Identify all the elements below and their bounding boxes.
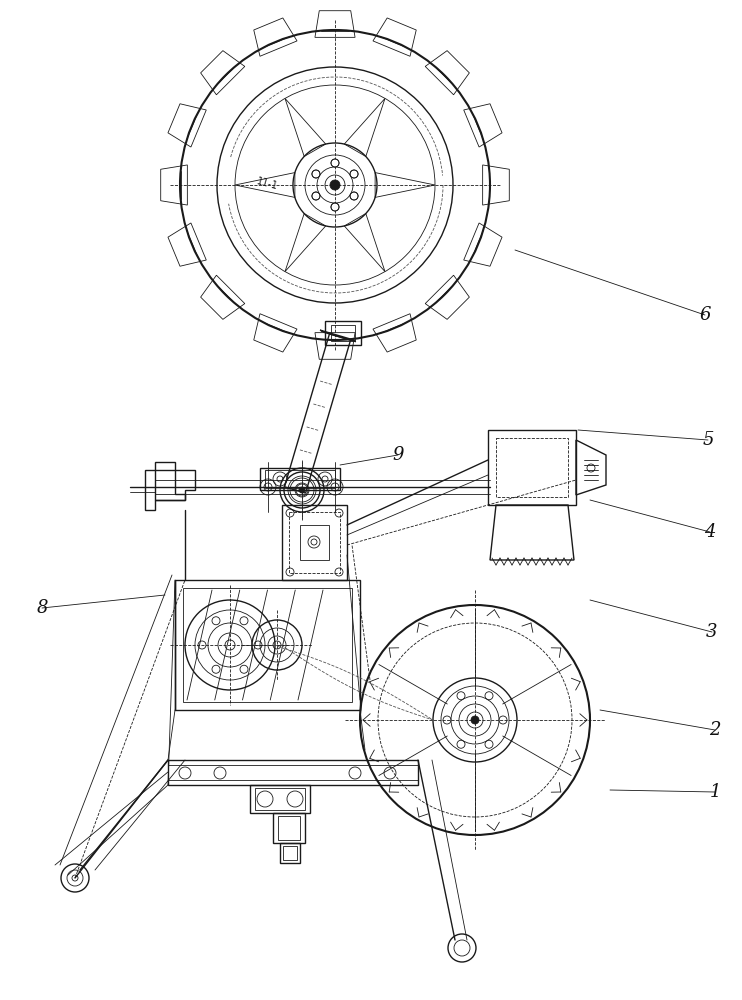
Bar bbox=[282, 505, 347, 580]
Text: 1: 1 bbox=[709, 783, 720, 801]
Text: 5: 5 bbox=[702, 431, 714, 449]
Bar bbox=[325, 321, 361, 345]
Bar bbox=[280, 843, 300, 863]
Bar bbox=[175, 580, 360, 710]
Text: 4: 4 bbox=[704, 523, 716, 541]
Bar bbox=[183, 588, 352, 702]
Circle shape bbox=[331, 203, 339, 211]
Text: 6: 6 bbox=[699, 306, 711, 324]
Circle shape bbox=[331, 159, 339, 167]
Circle shape bbox=[312, 192, 320, 200]
Bar bbox=[260, 468, 340, 490]
Text: 3: 3 bbox=[706, 623, 718, 641]
Text: 8: 8 bbox=[36, 599, 47, 617]
Bar bbox=[488, 430, 576, 505]
Bar bbox=[278, 816, 300, 840]
Circle shape bbox=[350, 192, 358, 200]
Bar bbox=[265, 470, 335, 488]
Bar bbox=[168, 765, 418, 780]
Text: 9: 9 bbox=[393, 446, 404, 464]
Bar bbox=[283, 846, 297, 860]
Bar bbox=[168, 760, 418, 785]
Bar bbox=[331, 325, 355, 341]
Text: 2: 2 bbox=[709, 721, 720, 739]
Bar bbox=[273, 813, 305, 843]
Circle shape bbox=[471, 716, 479, 724]
Bar bbox=[250, 785, 310, 813]
Circle shape bbox=[312, 170, 320, 178]
Bar bbox=[300, 525, 329, 560]
Bar bbox=[496, 438, 568, 497]
Circle shape bbox=[350, 170, 358, 178]
Bar bbox=[289, 512, 340, 573]
Text: 11-1: 11-1 bbox=[255, 177, 279, 192]
Circle shape bbox=[299, 487, 305, 493]
Bar bbox=[255, 788, 305, 810]
Circle shape bbox=[330, 180, 340, 190]
